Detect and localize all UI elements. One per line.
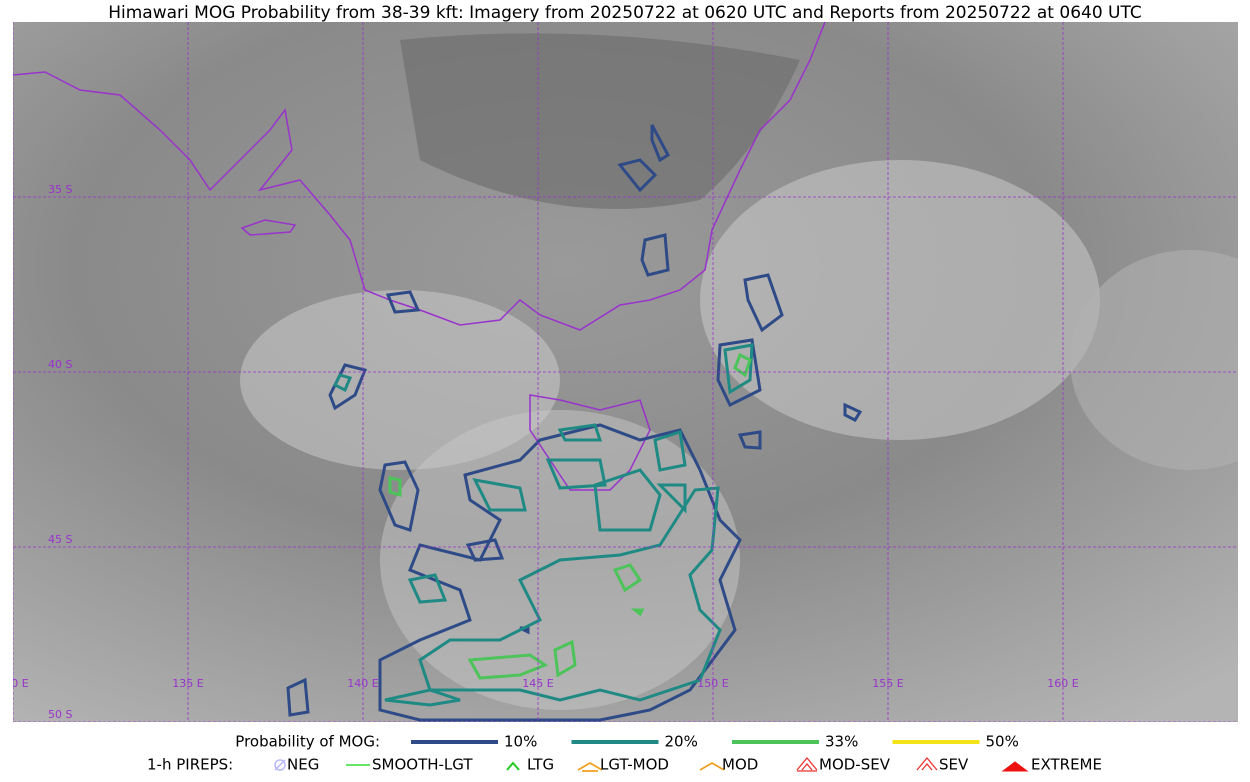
pirep-icon (577, 761, 603, 772)
legend-text: SMOOTH-LGT (372, 756, 473, 774)
lon-label: 150 E (697, 677, 728, 690)
lon-label: 130 E (0, 677, 29, 690)
lon-label: 155 E (872, 677, 903, 690)
lat-label: 45 S (48, 533, 72, 546)
pirep-icon (796, 756, 818, 772)
legend-text: LGT-MOD (600, 756, 669, 774)
cloud-swirl (1070, 250, 1238, 470)
lat-label: 50 S (48, 708, 72, 721)
legend-text: EXTREME (1031, 756, 1102, 774)
legend-text: LTG (527, 756, 554, 774)
tasmania-coast (529, 394, 651, 491)
legend-text: SEV (939, 756, 969, 774)
legend-label: Probability of MOG: (235, 733, 380, 751)
legend-text: NEG (287, 756, 319, 774)
pirep-icon (699, 761, 725, 771)
lon-label: 145 E (522, 677, 553, 690)
title: Himawari MOG Probability from 38-39 kft:… (108, 3, 1142, 23)
lat-label: 35 S (48, 183, 72, 196)
lon-label: 140 E (347, 677, 378, 690)
cloud-band (240, 290, 560, 470)
map: 35 S 40 S 45 S 50 S 130 E 135 E 140 E 145 E 150 … (0, 22, 1238, 722)
lat-label: 40 S (48, 358, 72, 371)
legend-text: 10% (504, 733, 537, 751)
legend: Probability of MOG: 10% 20% 33% 50% 1-h PIREP… (147, 733, 1102, 774)
legend-text: MOD-SEV (819, 756, 891, 774)
pirep-icon (1001, 761, 1029, 772)
pirep-icon (916, 756, 938, 771)
legend-text: MOD (722, 756, 758, 774)
pirep-icon (274, 759, 286, 771)
legend-label: 1-h PIREPS: (147, 756, 233, 774)
legend-text: 33% (825, 733, 858, 751)
contours (286, 124, 863, 722)
pirep-icon (506, 761, 520, 771)
legend-text: 50% (986, 733, 1019, 751)
lon-label: 135 E (172, 677, 203, 690)
legend-text: 20% (665, 733, 698, 751)
lon-label: 160 E (1047, 677, 1078, 690)
dry-region (400, 33, 800, 210)
island-coast (240, 219, 297, 236)
cloud-band (700, 160, 1100, 440)
grid: 35 S 40 S 45 S 50 S 130 E 135 E 140 E 145 E 150 … (0, 22, 1238, 722)
